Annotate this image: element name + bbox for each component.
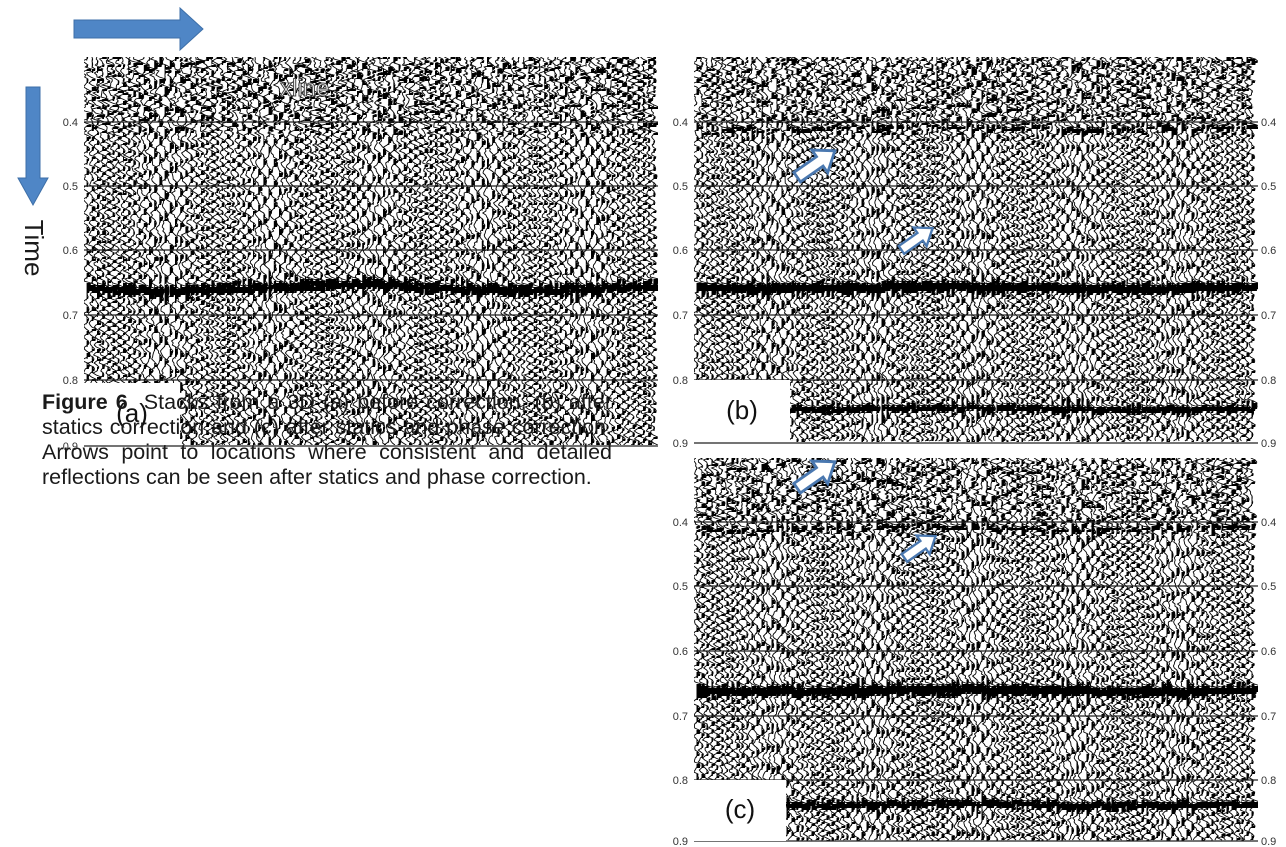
reflection-arrows (791, 148, 938, 564)
panel-label-box-a (84, 383, 180, 445)
time-tick-label: 0.9 (673, 438, 688, 450)
time-gridlines-a (84, 121, 658, 447)
time-tick-label: 0.9 (1261, 438, 1276, 450)
time-tick-label: 0.5 (63, 181, 78, 193)
time-tick-label: 0.8 (673, 775, 688, 787)
seismic-panel-a: 0.4 0.5 0.6 0.7 0.8 0.9 xline (a) (63, 57, 658, 453)
time-ticks-a: 0.4 0.5 0.6 0.7 0.8 0.9 (63, 117, 78, 453)
figure-caption: Figure 6 Stacks from a 3D (a) before cor… (42, 390, 612, 490)
time-gridlines-c (694, 521, 1258, 842)
time-tick-label: 0.7 (1261, 310, 1276, 322)
time-tick-label: 0.9 (673, 836, 688, 847)
time-tick-label: 0.6 (673, 646, 688, 658)
panel-label-a: (a) (116, 398, 148, 428)
time-tick-label: 0.5 (1261, 181, 1276, 193)
time-tick-label: 0.6 (1261, 245, 1276, 257)
time-tick-label: 0.6 (1261, 646, 1276, 658)
time-tick-label: 0.5 (1261, 581, 1276, 593)
time-axis-label: Time (19, 220, 49, 277)
seismic-panel-c: 0.4 0.4 0.5 0.5 0.6 0.6 0.7 0.7 0.8 0.8 0.9 0.9 (c) (673, 458, 1277, 847)
time-direction-arrow-icon (17, 86, 49, 207)
reflection-arrow-icon (791, 148, 837, 184)
time-ticks-b: 0.4 0.4 0.5 0.5 0.6 0.6 0.7 0.7 0.8 0.8 0.9 0.9 (673, 117, 1277, 450)
time-tick-label: 0.8 (63, 375, 78, 387)
time-gridlines-b (694, 121, 1258, 444)
panel-label-box-b (694, 380, 790, 442)
reflection-arrow-icon (900, 534, 938, 564)
seismic-panel-b: 0.4 0.4 0.5 0.5 0.6 0.6 0.7 0.7 0.8 0.8 0.9 0.9 (b) (673, 57, 1277, 450)
figure-label: Figure 6 (42, 390, 128, 414)
panel-label-box-c (694, 780, 786, 841)
time-tick-label: 0.6 (673, 245, 688, 257)
time-tick-label: 0.6 (63, 245, 78, 257)
time-tick-label: 0.5 (673, 181, 688, 193)
xline-direction-arrow-icon (73, 6, 204, 52)
time-tick-label: 0.4 (1261, 517, 1276, 529)
time-tick-label: 0.9 (1261, 836, 1276, 847)
panel-label-c: (c) (725, 794, 755, 824)
time-tick-label: 0.7 (1261, 711, 1276, 723)
time-tick-label: 0.8 (1261, 375, 1276, 387)
time-tick-label: 0.9 (63, 441, 78, 453)
time-tick-label: 0.4 (1261, 117, 1276, 129)
time-tick-label: 0.8 (1261, 775, 1276, 787)
time-tick-label: 0.4 (673, 117, 688, 129)
xline-label: xline (280, 75, 329, 102)
time-tick-label: 0.4 (63, 117, 78, 129)
time-tick-label: 0.8 (673, 375, 688, 387)
panel-label-b: (b) (726, 395, 758, 425)
time-tick-label: 0.7 (63, 310, 78, 322)
time-tick-label: 0.4 (673, 517, 688, 529)
caption-text: Stacks from a 3D (a) before correction, … (42, 390, 612, 489)
time-tick-label: 0.7 (673, 711, 688, 723)
reflection-arrow-icon (897, 226, 935, 256)
time-tick-label: 0.5 (673, 581, 688, 593)
time-ticks-c: 0.4 0.4 0.5 0.5 0.6 0.6 0.7 0.7 0.8 0.8 0.9 0.9 (673, 517, 1277, 847)
time-tick-label: 0.7 (673, 310, 688, 322)
reflection-arrow-icon (791, 459, 837, 495)
